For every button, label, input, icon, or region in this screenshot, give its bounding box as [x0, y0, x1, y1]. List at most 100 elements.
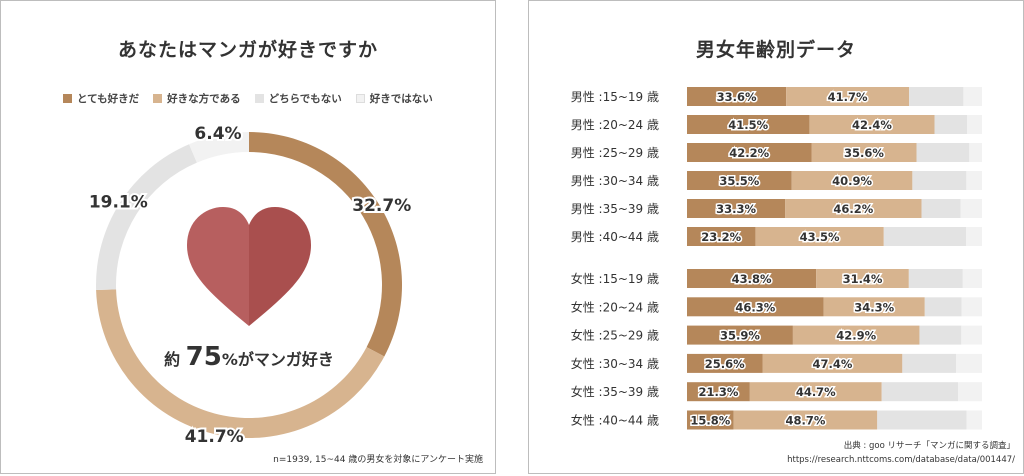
bar-segment-1: [687, 297, 824, 317]
bar-value-label: 46.3%: [735, 300, 775, 314]
bar-segment-1: [687, 353, 763, 373]
bar-segment-2: [809, 115, 935, 134]
bar-segment-3: [877, 410, 967, 430]
legend-swatch: [63, 94, 72, 103]
bar-value-label: 33.6%: [717, 90, 757, 104]
row-label: 男性 :15~19 歳: [571, 90, 659, 104]
bar-segment-2: [755, 227, 884, 246]
bar-segment-4: [962, 269, 982, 288]
bar-segment-3: [921, 199, 961, 218]
bar-segment-3: [934, 115, 968, 134]
bar-segment-1: [687, 227, 756, 246]
slice-value-label: 32.7%: [352, 196, 411, 216]
row-label: 女性 :15~19 歳: [571, 271, 659, 286]
bar-segment-1: [687, 269, 817, 288]
bar-segment-1: [687, 325, 793, 345]
bar-value-label: 44.7%: [796, 385, 836, 399]
donut-slice-1: [249, 132, 403, 357]
row-label: 女性 :25~29 歳: [571, 328, 659, 343]
slice-value-label: 6.4%: [194, 124, 241, 144]
bar-segment-3: [902, 353, 957, 373]
bar-segment-3: [919, 325, 962, 345]
bar-value-label: 48.7%: [785, 414, 825, 428]
row-label: 男性 :40~44 歳: [571, 230, 659, 244]
donut-chart: 32.7% 41.7% 19.1% 6.4% 約 75%がマンガ好き: [87, 122, 413, 449]
bar-segment-4: [966, 410, 982, 430]
row-label: 女性 :40~44 歳: [571, 413, 659, 428]
slice-value-label: 41.7%: [185, 427, 244, 447]
bar-segment-2: [786, 87, 910, 106]
bar-value-label: 40.9%: [832, 174, 872, 188]
donut-slice-3: [96, 144, 197, 291]
bar-value-label: 34.3%: [854, 300, 894, 314]
bar-value-label: 41.5%: [728, 118, 768, 132]
heart-icon: [187, 207, 249, 326]
donut-slice-4: [189, 132, 249, 163]
bar-segment-3: [881, 382, 959, 402]
source-url: https://research.nttcoms.com/database/da…: [787, 455, 1015, 465]
row-label: 女性 :35~39 歳: [571, 384, 659, 399]
donut-slice-2: [96, 289, 385, 438]
bar-segment-4: [958, 382, 982, 402]
center-text: 約 75%がマンガ好き: [164, 342, 334, 372]
bar-segment-3: [909, 87, 964, 106]
bar-value-label: 43.5%: [800, 230, 840, 244]
bar-segment-3: [883, 227, 967, 246]
row-label: 男性 :35~39 歳: [571, 202, 659, 216]
bar-segment-1: [687, 382, 750, 402]
bar-segment-3: [912, 171, 967, 190]
bar-segment-1: [687, 171, 792, 190]
bar-segment-2: [785, 199, 922, 218]
bar-value-label: 25.6%: [705, 357, 745, 371]
source-title: 出典 : goo リサーチ「マンガに関する調査」: [843, 441, 1015, 451]
bar-segment-2: [762, 353, 903, 373]
bar-segment-3: [908, 269, 963, 288]
slice-value-label: 19.1%: [89, 193, 148, 213]
bar-segment-3: [924, 297, 962, 317]
bar-segment-2: [811, 143, 917, 162]
heart-icon-right-half: [249, 207, 311, 326]
legend-item-neutral: どちらでもない: [254, 91, 342, 106]
bar-value-label: 43.8%: [732, 272, 772, 286]
bar-value-label: 42.2%: [729, 146, 769, 160]
legend-label: とても好きだ: [77, 93, 140, 105]
bar-segment-4: [966, 171, 982, 190]
legend-item-like: 好きな方である: [153, 91, 241, 106]
bar-segment-3: [916, 143, 970, 162]
bar-value-label: 33.3%: [716, 202, 756, 216]
bar-segment-2: [816, 269, 909, 288]
bar-segment-2: [792, 325, 920, 345]
stacked-bar-chart: 男性 :15~19 歳 33.6% 41.7% 男性 :20~24 歳 41.5% 42.…: [571, 87, 982, 430]
bar-value-label: 21.3%: [698, 385, 738, 399]
bar-segment-4: [967, 115, 982, 134]
legend-swatch: [153, 94, 163, 103]
bar-segment-4: [960, 199, 982, 218]
bar-segment-4: [966, 227, 982, 246]
donut-chart-title: あなたはマンガが好きですか: [117, 39, 378, 61]
bar-chart-title: 男女年齢別データ: [695, 39, 856, 61]
bar-segment-1: [687, 143, 812, 162]
legend-label: 好きではない: [369, 93, 433, 105]
bar-value-label: 42.4%: [852, 118, 892, 132]
bar-value-label: 35.5%: [719, 174, 759, 188]
row-label: 女性 :20~24 歳: [571, 299, 659, 314]
bar-segment-1: [687, 87, 787, 106]
bar-value-label: 35.6%: [844, 146, 884, 160]
legend-item-dislike: 好きではない: [355, 91, 433, 106]
donut-chart-panel: あなたはマンガが好きですか とても好きだ 好きな方である どちらでもない 好きで…: [0, 0, 496, 474]
legend-swatch: [254, 94, 264, 103]
bar-segment-4: [969, 143, 982, 162]
legend-label: どちらでもない: [268, 93, 342, 105]
survey-note: n=1939, 15~44 歳の男女を対象にアンケート実施: [273, 455, 483, 465]
bar-segment-4: [956, 353, 982, 373]
row-label: 男性 :20~24 歳: [571, 118, 659, 132]
legend: とても好きだ 好きな方である どちらでもない 好きではない: [63, 91, 433, 106]
legend-swatch: [355, 94, 365, 103]
bar-segment-1: [687, 410, 734, 430]
bar-segment-1: [687, 199, 786, 218]
bar-segment-4: [963, 87, 982, 106]
bar-segment-2: [733, 410, 878, 430]
bar-segment-1: [687, 115, 810, 134]
bar-value-label: 31.4%: [843, 272, 883, 286]
bar-segment-4: [961, 297, 982, 317]
